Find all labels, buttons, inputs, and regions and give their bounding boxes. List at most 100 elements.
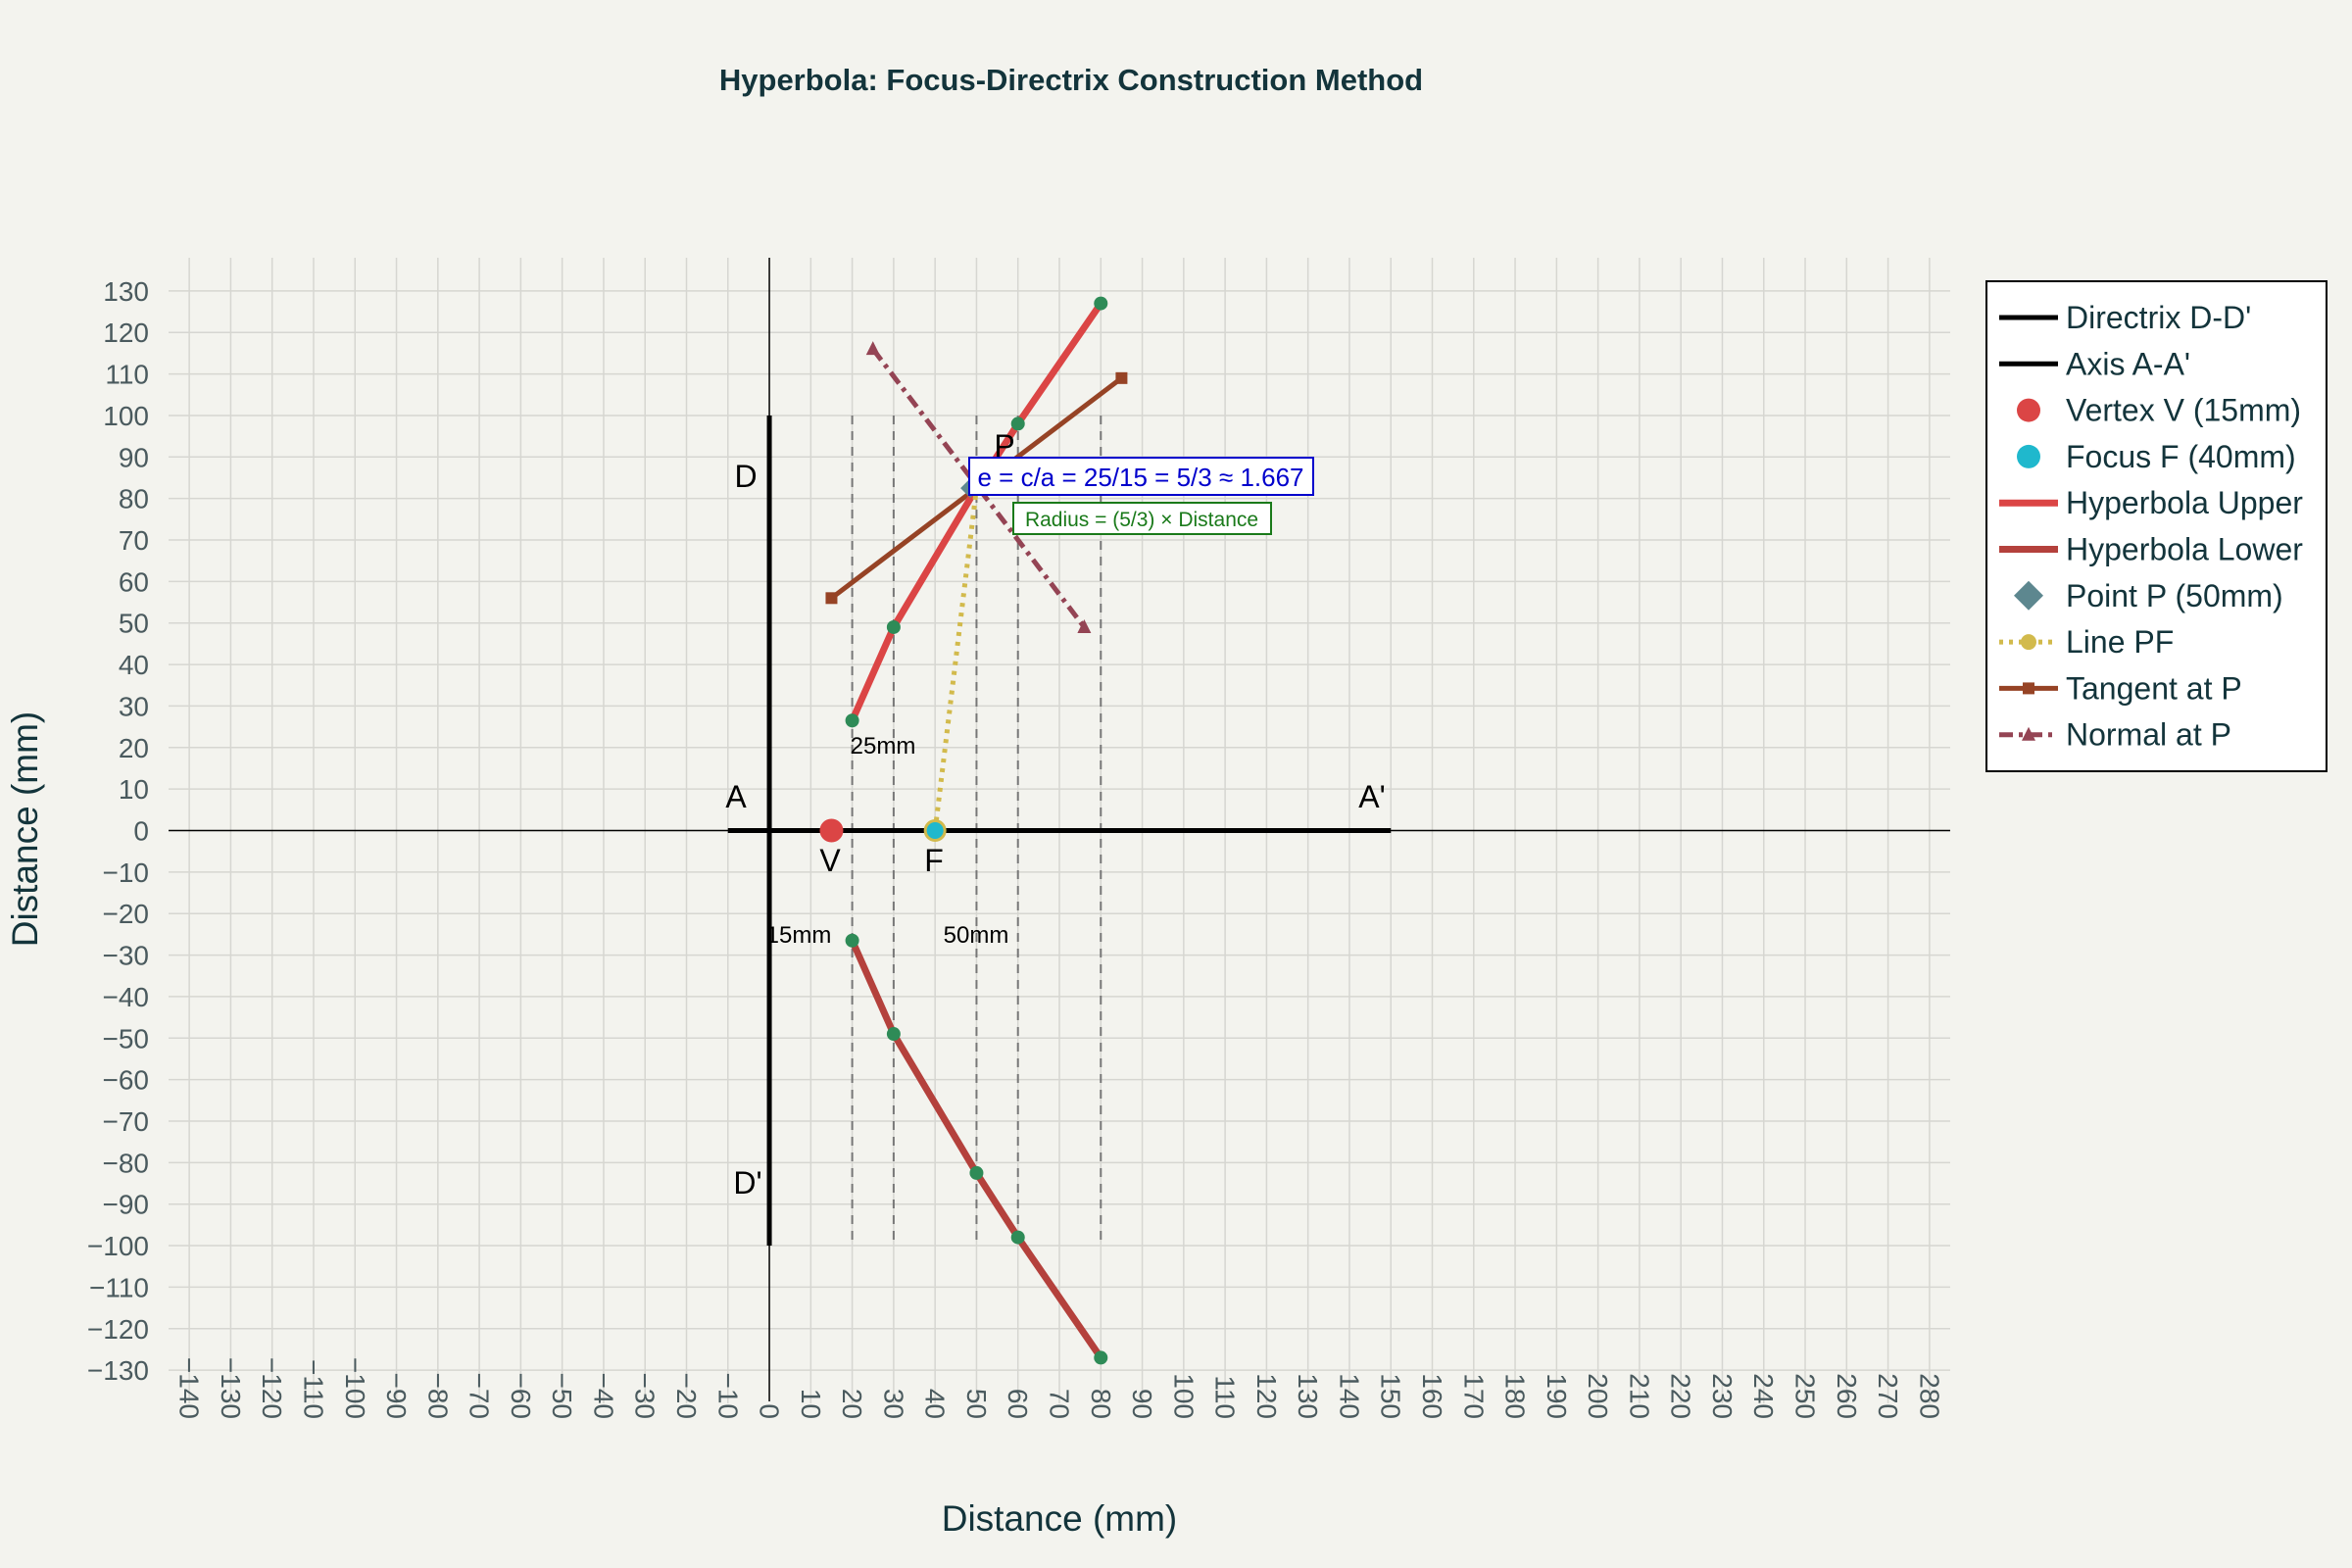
x-tick-label: −10 xyxy=(712,1373,743,1420)
radius-text: Radius = (5/3) × Distance xyxy=(1025,509,1258,531)
hyperbola-upper-point xyxy=(1094,296,1108,311)
x-tick-label: 80 xyxy=(1086,1389,1116,1419)
y-tick-label: −10 xyxy=(103,858,150,888)
x-tick-label: 20 xyxy=(837,1389,867,1419)
x-tick-label: 180 xyxy=(1500,1373,1531,1419)
x-tick-label: 270 xyxy=(1873,1373,1903,1419)
legend-swatch xyxy=(2017,398,2040,422)
label-f: F xyxy=(924,843,944,878)
radius-box xyxy=(1012,502,1272,535)
x-tick-label: 120 xyxy=(1251,1373,1282,1419)
y-tick-label: −90 xyxy=(103,1190,150,1220)
x-tick-label: 220 xyxy=(1666,1373,1696,1419)
y-tick-label: 10 xyxy=(119,774,149,805)
y-tick-label: −80 xyxy=(103,1148,150,1178)
y-axis-title: Distance (mm) xyxy=(5,711,45,948)
y-tick-label: −50 xyxy=(103,1023,150,1054)
x-tick-label: 70 xyxy=(1045,1389,1075,1419)
hyperbola-lower-point xyxy=(845,933,859,948)
x-tick-label: 150 xyxy=(1376,1373,1406,1419)
y-tick-label: 70 xyxy=(119,525,149,556)
label-a-prime: A' xyxy=(1358,779,1385,814)
legend-swatch-marker xyxy=(2021,634,2036,651)
x-tick-label: 250 xyxy=(1790,1373,1821,1419)
vertex-point xyxy=(819,818,844,843)
x-tick-label: −110 xyxy=(298,1359,328,1419)
y-tick-label: −130 xyxy=(87,1355,149,1386)
x-tick-label: −30 xyxy=(630,1373,661,1420)
x-tick-label: −140 xyxy=(174,1357,205,1419)
x-tick-label: 140 xyxy=(1334,1373,1364,1419)
hyperbola-lower-point xyxy=(1094,1350,1108,1365)
x-axis-title: Distance (mm) xyxy=(942,1498,1178,1539)
legend-label: Hyperbola Lower xyxy=(2066,532,2303,567)
legend-label: Hyperbola Upper xyxy=(2066,485,2303,520)
y-tick-label: −40 xyxy=(103,982,150,1012)
x-tick-label: −100 xyxy=(340,1357,370,1419)
x-tick-label: 0 xyxy=(755,1403,785,1419)
label-d: D xyxy=(734,459,757,494)
x-tick-label: 200 xyxy=(1583,1373,1613,1419)
y-tick-label: 60 xyxy=(119,566,149,597)
legend-swatch xyxy=(2017,444,2040,468)
hyperbola-upper-point xyxy=(886,619,901,634)
label-d-prime: D' xyxy=(733,1165,761,1200)
x-tick-label: 210 xyxy=(1624,1373,1654,1419)
y-tick-label: 0 xyxy=(133,816,149,847)
x-tick-label: −70 xyxy=(465,1373,495,1420)
y-tick-label: −70 xyxy=(103,1106,150,1137)
x-tick-label: −80 xyxy=(422,1373,453,1420)
normal-marker xyxy=(865,341,880,356)
legend-swatch-marker xyxy=(2023,682,2034,695)
x-tick-label: 130 xyxy=(1293,1373,1323,1419)
x-tick-label: 90 xyxy=(1127,1389,1157,1419)
legend-label: Axis A-A' xyxy=(2066,346,2190,381)
legend-label: Line PF xyxy=(2066,624,2174,660)
x-tick-label: −50 xyxy=(547,1373,577,1420)
y-tick-label: −100 xyxy=(87,1231,149,1261)
y-tick-label: 30 xyxy=(119,691,149,721)
focus-point xyxy=(923,819,947,842)
x-tick-label: −60 xyxy=(506,1373,536,1420)
x-tick-label: 230 xyxy=(1707,1373,1738,1419)
x-tick-label: 170 xyxy=(1458,1373,1489,1419)
eccentricity-text: e = c/a = 25/15 = 5/3 ≈ 1.667 xyxy=(977,463,1303,492)
hyperbola-lower-point xyxy=(886,1027,901,1042)
y-tick-labels: −130−120−110−100−90−80−70−60−50−40−30−20… xyxy=(87,276,149,1386)
y-tick-label: 110 xyxy=(105,360,149,390)
legend-label: Directrix D-D' xyxy=(2066,300,2251,335)
x-tick-label: −40 xyxy=(588,1373,618,1420)
legend-label: Vertex V (15mm) xyxy=(2066,393,2301,428)
dim-50mm: 50mm xyxy=(944,922,1009,949)
y-tick-label: 90 xyxy=(119,442,149,472)
legend-label: Tangent at P xyxy=(2066,670,2242,706)
legend-label: Normal at P xyxy=(2066,717,2231,753)
y-tick-label: −120 xyxy=(87,1314,149,1345)
y-tick-label: 20 xyxy=(119,733,149,763)
tangent-marker xyxy=(1115,371,1128,384)
y-tick-label: −110 xyxy=(89,1272,149,1302)
x-tick-label: 40 xyxy=(920,1389,951,1419)
x-tick-label: 260 xyxy=(1832,1373,1862,1419)
y-tick-label: 80 xyxy=(119,484,149,514)
x-tick-label: 110 xyxy=(1210,1375,1241,1419)
y-tick-label: 100 xyxy=(103,401,149,431)
y-tick-label: 40 xyxy=(119,650,149,680)
x-tick-label: 190 xyxy=(1542,1373,1572,1419)
x-tick-label: −90 xyxy=(381,1373,412,1420)
hyperbola-lower-point xyxy=(1010,1230,1025,1245)
x-tick-label: 10 xyxy=(796,1389,826,1419)
y-tick-label: −60 xyxy=(103,1065,150,1096)
line-pf xyxy=(932,487,979,831)
chart-title: Hyperbola: Focus-Directrix Construction … xyxy=(719,63,1423,97)
normal-marker xyxy=(1077,618,1092,633)
y-tick-label: −20 xyxy=(103,899,150,929)
y-tick-label: 120 xyxy=(103,318,149,348)
hyperbola-upper-point xyxy=(1010,416,1025,431)
x-tick-label: 280 xyxy=(1914,1373,1944,1419)
x-tick-label: 100 xyxy=(1168,1373,1199,1419)
annotations: D D' A A' V F P 25mm 15mm 50mm e = c/a = 25/15 = 5… xyxy=(725,428,1385,1200)
tangent-marker xyxy=(825,592,838,605)
